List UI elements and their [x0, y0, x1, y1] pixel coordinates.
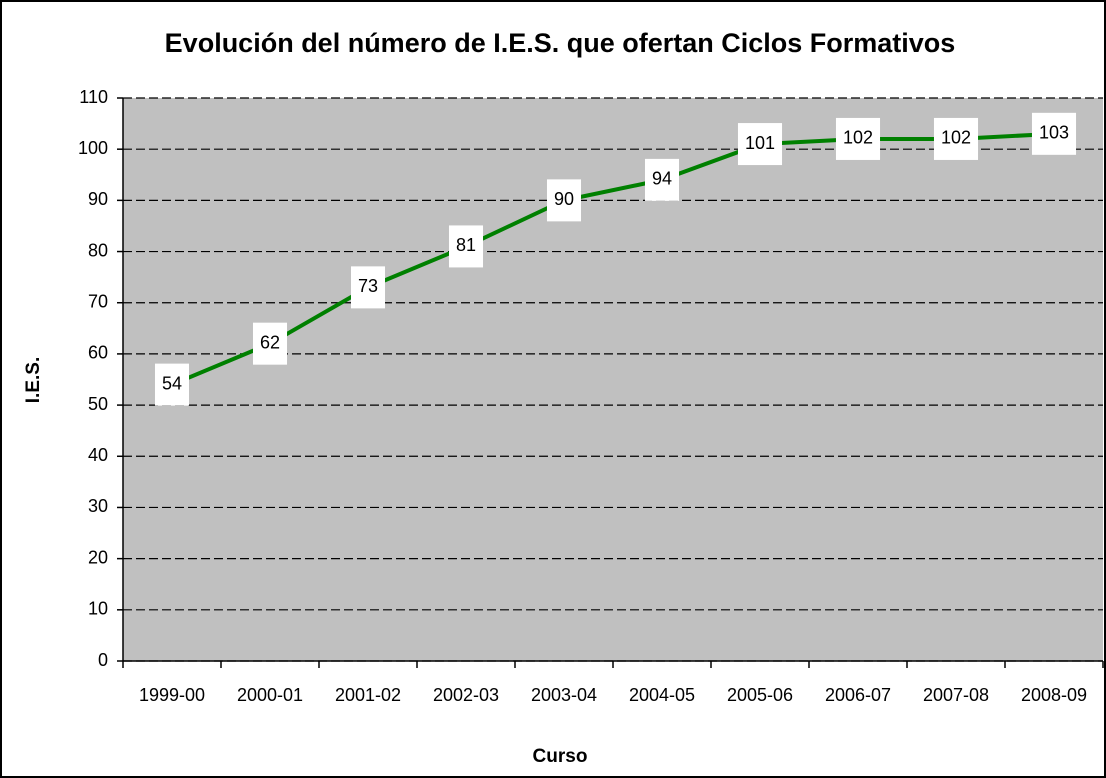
y-tick-label: 60 [88, 343, 108, 363]
x-tick-label: 2002-03 [433, 685, 499, 705]
x-tick-label: 2005-06 [727, 685, 793, 705]
chart-title: Evolución del número de I.E.S. que ofert… [165, 28, 956, 58]
data-label-box [737, 123, 783, 166]
data-label: 101 [745, 133, 775, 153]
y-tick-label: 10 [88, 599, 108, 619]
data-label: 94 [652, 169, 672, 189]
data-label: 102 [941, 128, 971, 148]
x-tick-label: 2008-09 [1021, 685, 1087, 705]
x-axis-label: Curso [533, 746, 588, 767]
data-label: 102 [843, 128, 873, 148]
data-line [171, 131, 1055, 387]
y-tick-label: 50 [88, 394, 108, 414]
x-tick-label: 2001-02 [335, 685, 401, 705]
y-tick-label: 80 [88, 240, 108, 260]
data-label-box [350, 266, 386, 309]
y-axis-label: I.E.S. [23, 357, 44, 403]
y-tick-label: 0 [98, 650, 108, 670]
x-tick-label: 2003-04 [531, 685, 597, 705]
x-tick-label: 2007-08 [923, 685, 989, 705]
data-label-box [252, 322, 288, 365]
data-label-box [546, 179, 582, 222]
data-label: 90 [554, 189, 574, 209]
x-tick-label: 2004-05 [629, 685, 695, 705]
data-label: 73 [358, 276, 378, 296]
y-tick-label: 110 [79, 87, 108, 107]
x-tick-label: 2000-01 [237, 685, 303, 705]
data-label-box [835, 117, 881, 160]
y-tick-label: 30 [88, 496, 108, 516]
data-label: 62 [260, 332, 280, 352]
data-label-box [448, 225, 484, 268]
data-label-box [644, 158, 680, 201]
data-label: 54 [162, 373, 182, 393]
y-tick-label: 90 [88, 189, 108, 209]
x-tick-label: 2006-07 [825, 685, 891, 705]
y-tick-label: 40 [88, 445, 108, 465]
data-label: 81 [456, 235, 476, 255]
y-tick-label: 100 [78, 138, 108, 158]
data-label: 103 [1039, 123, 1069, 143]
y-tick-label: 70 [88, 291, 108, 311]
data-label-box [1031, 112, 1077, 155]
plot-area [123, 98, 1103, 661]
y-tick-label: 20 [88, 547, 108, 567]
data-label-box [933, 117, 979, 160]
x-tick-label: 1999-00 [139, 685, 205, 705]
data-label-box [154, 363, 190, 406]
